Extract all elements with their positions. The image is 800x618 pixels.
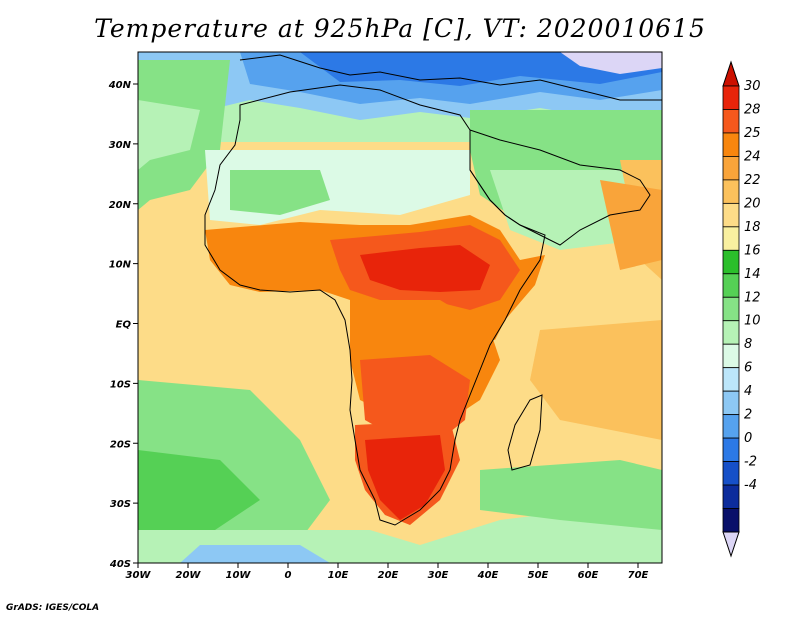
colorbar-segment bbox=[722, 414, 740, 439]
lat-label: EQ bbox=[116, 320, 132, 331]
field-indian-south bbox=[480, 460, 662, 530]
temperature-field bbox=[138, 52, 662, 563]
colorbar-segment bbox=[722, 390, 740, 416]
colorbar-segment bbox=[722, 132, 740, 157]
lon-label: 30E bbox=[428, 570, 449, 581]
lat-label: 20S bbox=[110, 439, 131, 450]
colorbar-label: 28 bbox=[744, 102, 761, 117]
field-europe-cold bbox=[300, 52, 662, 86]
colorbar-label: 12 bbox=[744, 290, 761, 305]
lat-label: 20N bbox=[109, 200, 132, 211]
lon-label: 10E bbox=[328, 570, 349, 581]
field-indian-tropical bbox=[530, 320, 662, 440]
lat-label: 40N bbox=[108, 80, 132, 91]
lat-label: 30N bbox=[109, 140, 132, 151]
colorbar-segment bbox=[722, 202, 740, 228]
lon-label: 50E bbox=[528, 570, 549, 581]
lon-label: 40E bbox=[477, 570, 499, 581]
field-atlantic-cool bbox=[138, 100, 200, 170]
colorbar-segment bbox=[722, 320, 740, 345]
colorbar-segment bbox=[722, 367, 740, 392]
colorbar-segment bbox=[722, 296, 740, 322]
colorbar-segment bbox=[722, 249, 740, 275]
colorbar-segment bbox=[722, 109, 740, 134]
colorbar-segment bbox=[722, 273, 740, 298]
latitude-axis: 40N 30N 20N 10N EQ 10S 20S 30S 40S bbox=[108, 80, 138, 570]
colorbar-segment bbox=[722, 85, 740, 110]
lon-label: 0 bbox=[285, 570, 292, 581]
colorbar-label: 22 bbox=[744, 173, 761, 188]
colorbar-label: -4 bbox=[744, 478, 757, 493]
madagascar-coastline bbox=[507, 394, 543, 471]
colorbar-label: 18 bbox=[744, 220, 761, 235]
colorbar-segment bbox=[722, 484, 740, 509]
lat-label: 10S bbox=[110, 379, 131, 390]
colorbar-segment bbox=[722, 179, 740, 204]
arabia-coastline bbox=[469, 129, 651, 246]
colorbar-label: 2 bbox=[744, 408, 752, 423]
colorbar-label: 30 bbox=[744, 79, 761, 94]
field-southern-cold bbox=[180, 545, 330, 563]
lon-label: 10W bbox=[226, 570, 252, 581]
colorbar-label: 24 bbox=[744, 149, 761, 164]
colorbar-label: 16 bbox=[744, 243, 761, 258]
colorbar-label: 4 bbox=[744, 384, 752, 399]
colorbar-segment bbox=[722, 343, 740, 369]
coastlines bbox=[204, 54, 662, 526]
lon-label: 20E bbox=[378, 570, 399, 581]
lat-label: 30S bbox=[110, 499, 131, 510]
field-black-sea bbox=[560, 52, 662, 74]
field-south-atlantic-cool bbox=[138, 450, 260, 540]
field-west-sahara bbox=[230, 170, 330, 215]
colorbar-bottom-arrow bbox=[722, 531, 740, 558]
field-arabian-sea bbox=[600, 180, 662, 270]
colorbar-label: 6 bbox=[744, 361, 752, 376]
colorbar-label: -2 bbox=[744, 455, 757, 470]
colorbar-label: 20 bbox=[744, 196, 761, 211]
map-frame bbox=[137, 51, 663, 564]
lat-label: 40S bbox=[109, 559, 131, 570]
colorbar-segment bbox=[722, 508, 740, 533]
lon-label: 20W bbox=[176, 570, 202, 581]
colorbar-segment bbox=[722, 226, 740, 251]
colorbar-segment bbox=[722, 461, 740, 486]
colorbar-label: 14 bbox=[744, 267, 761, 282]
colorbar-label: 10 bbox=[744, 314, 761, 329]
colorbar-segment bbox=[722, 437, 740, 462]
colorbar-label: 0 bbox=[744, 431, 752, 446]
colorbar-label: 25 bbox=[744, 126, 761, 141]
colorbar-top-arrow bbox=[722, 60, 740, 87]
credit-text: GrADS: IGES/COLA bbox=[6, 603, 100, 613]
europe-coastline bbox=[239, 54, 662, 101]
lon-label: 30W bbox=[126, 570, 152, 581]
lon-label: 60E bbox=[578, 570, 599, 581]
field-hot-core-north bbox=[360, 245, 490, 292]
field-hot-core-south bbox=[365, 435, 445, 520]
field-angola bbox=[360, 355, 470, 440]
longitude-axis: 30W 20W 10W 0 10E 20E 30E 40E 50E 60E 70E bbox=[126, 563, 649, 581]
colorbar-label: 8 bbox=[744, 337, 752, 352]
map-title: Temperature at 925hPa [C], VT: 202001061… bbox=[94, 14, 706, 43]
lon-label: 70E bbox=[628, 570, 649, 581]
colorbar-segment bbox=[722, 156, 740, 181]
lat-label: 10N bbox=[109, 260, 132, 271]
